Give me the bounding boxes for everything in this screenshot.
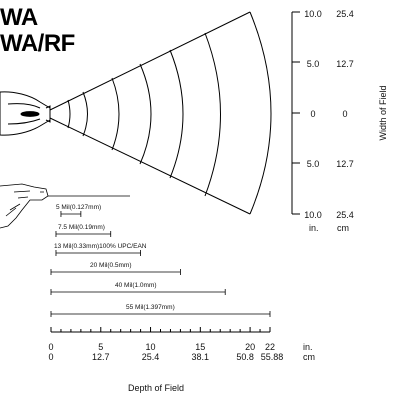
depth-of-field-label: Depth of Field [128,383,184,393]
range-label: 5 Mil(0.127mm) [56,204,101,211]
depth-unit-cm: cm [303,352,315,362]
depth-unit-in: in. [303,342,313,352]
title-line-1: WA [0,4,38,31]
range-label: 20 Mil(0.5mm) [90,262,132,269]
range-label: 40 Mil(1.0mm) [115,282,157,289]
width-scale [291,11,300,215]
range-label: 7.5 Mil(0.19mm) [58,224,105,231]
depth-tick-cm-label: 12.7 [92,352,110,362]
range-label: 13 Mil(0.33mm)100% UPC/EAN [54,243,147,250]
scanner-top-icon [0,91,51,136]
depth-tick-cm-label: 25.4 [142,352,160,362]
range-label: 55 Mil(1.397mm) [126,304,175,311]
range-bars: 5 Mil(0.127mm) 7.5 Mil(0.19mm) 13 Mil(0.33… [50,204,271,317]
width-unit-cm: cm [337,223,349,233]
width-tick-cm-label: 25.4 [336,210,354,220]
width-unit-in: in. [309,223,319,233]
width-tick-cm-label: 12.7 [336,159,354,169]
depth-tick-in-label: 20 [245,342,255,352]
width-tick-in-label: 5.0 [307,159,320,169]
width-of-field-label: Width of Field [378,85,388,140]
width-tick-cm-label: 25.4 [336,9,354,19]
width-tick-in-label: 0 [310,109,315,119]
width-tick-in-label: 5.0 [307,59,320,69]
depth-tick-cm-label: 38.1 [192,352,210,362]
depth-tick-cm-label: 50.8 [236,352,254,362]
depth-tick-in-label: 22 [265,342,275,352]
depth-tick-in-label: 15 [195,342,205,352]
depth-tick-cm-label: 0 [48,352,53,362]
depth-tick-cm-label: 55.88 [261,352,284,362]
depth-tick-in-label: 5 [98,342,103,352]
scan-field-fan [49,11,272,215]
width-tick-in-label: 10.0 [304,210,322,220]
scanner-side-icon [0,183,130,229]
width-tick-cm-label: 0 [342,109,347,119]
width-tick-cm-label: 12.7 [336,59,354,69]
depth-tick-in-label: 10 [146,342,156,352]
title-line-2: WA/RF [0,30,75,57]
depth-tick-in-label: 0 [48,342,53,352]
width-tick-in-label: 10.0 [304,9,322,19]
